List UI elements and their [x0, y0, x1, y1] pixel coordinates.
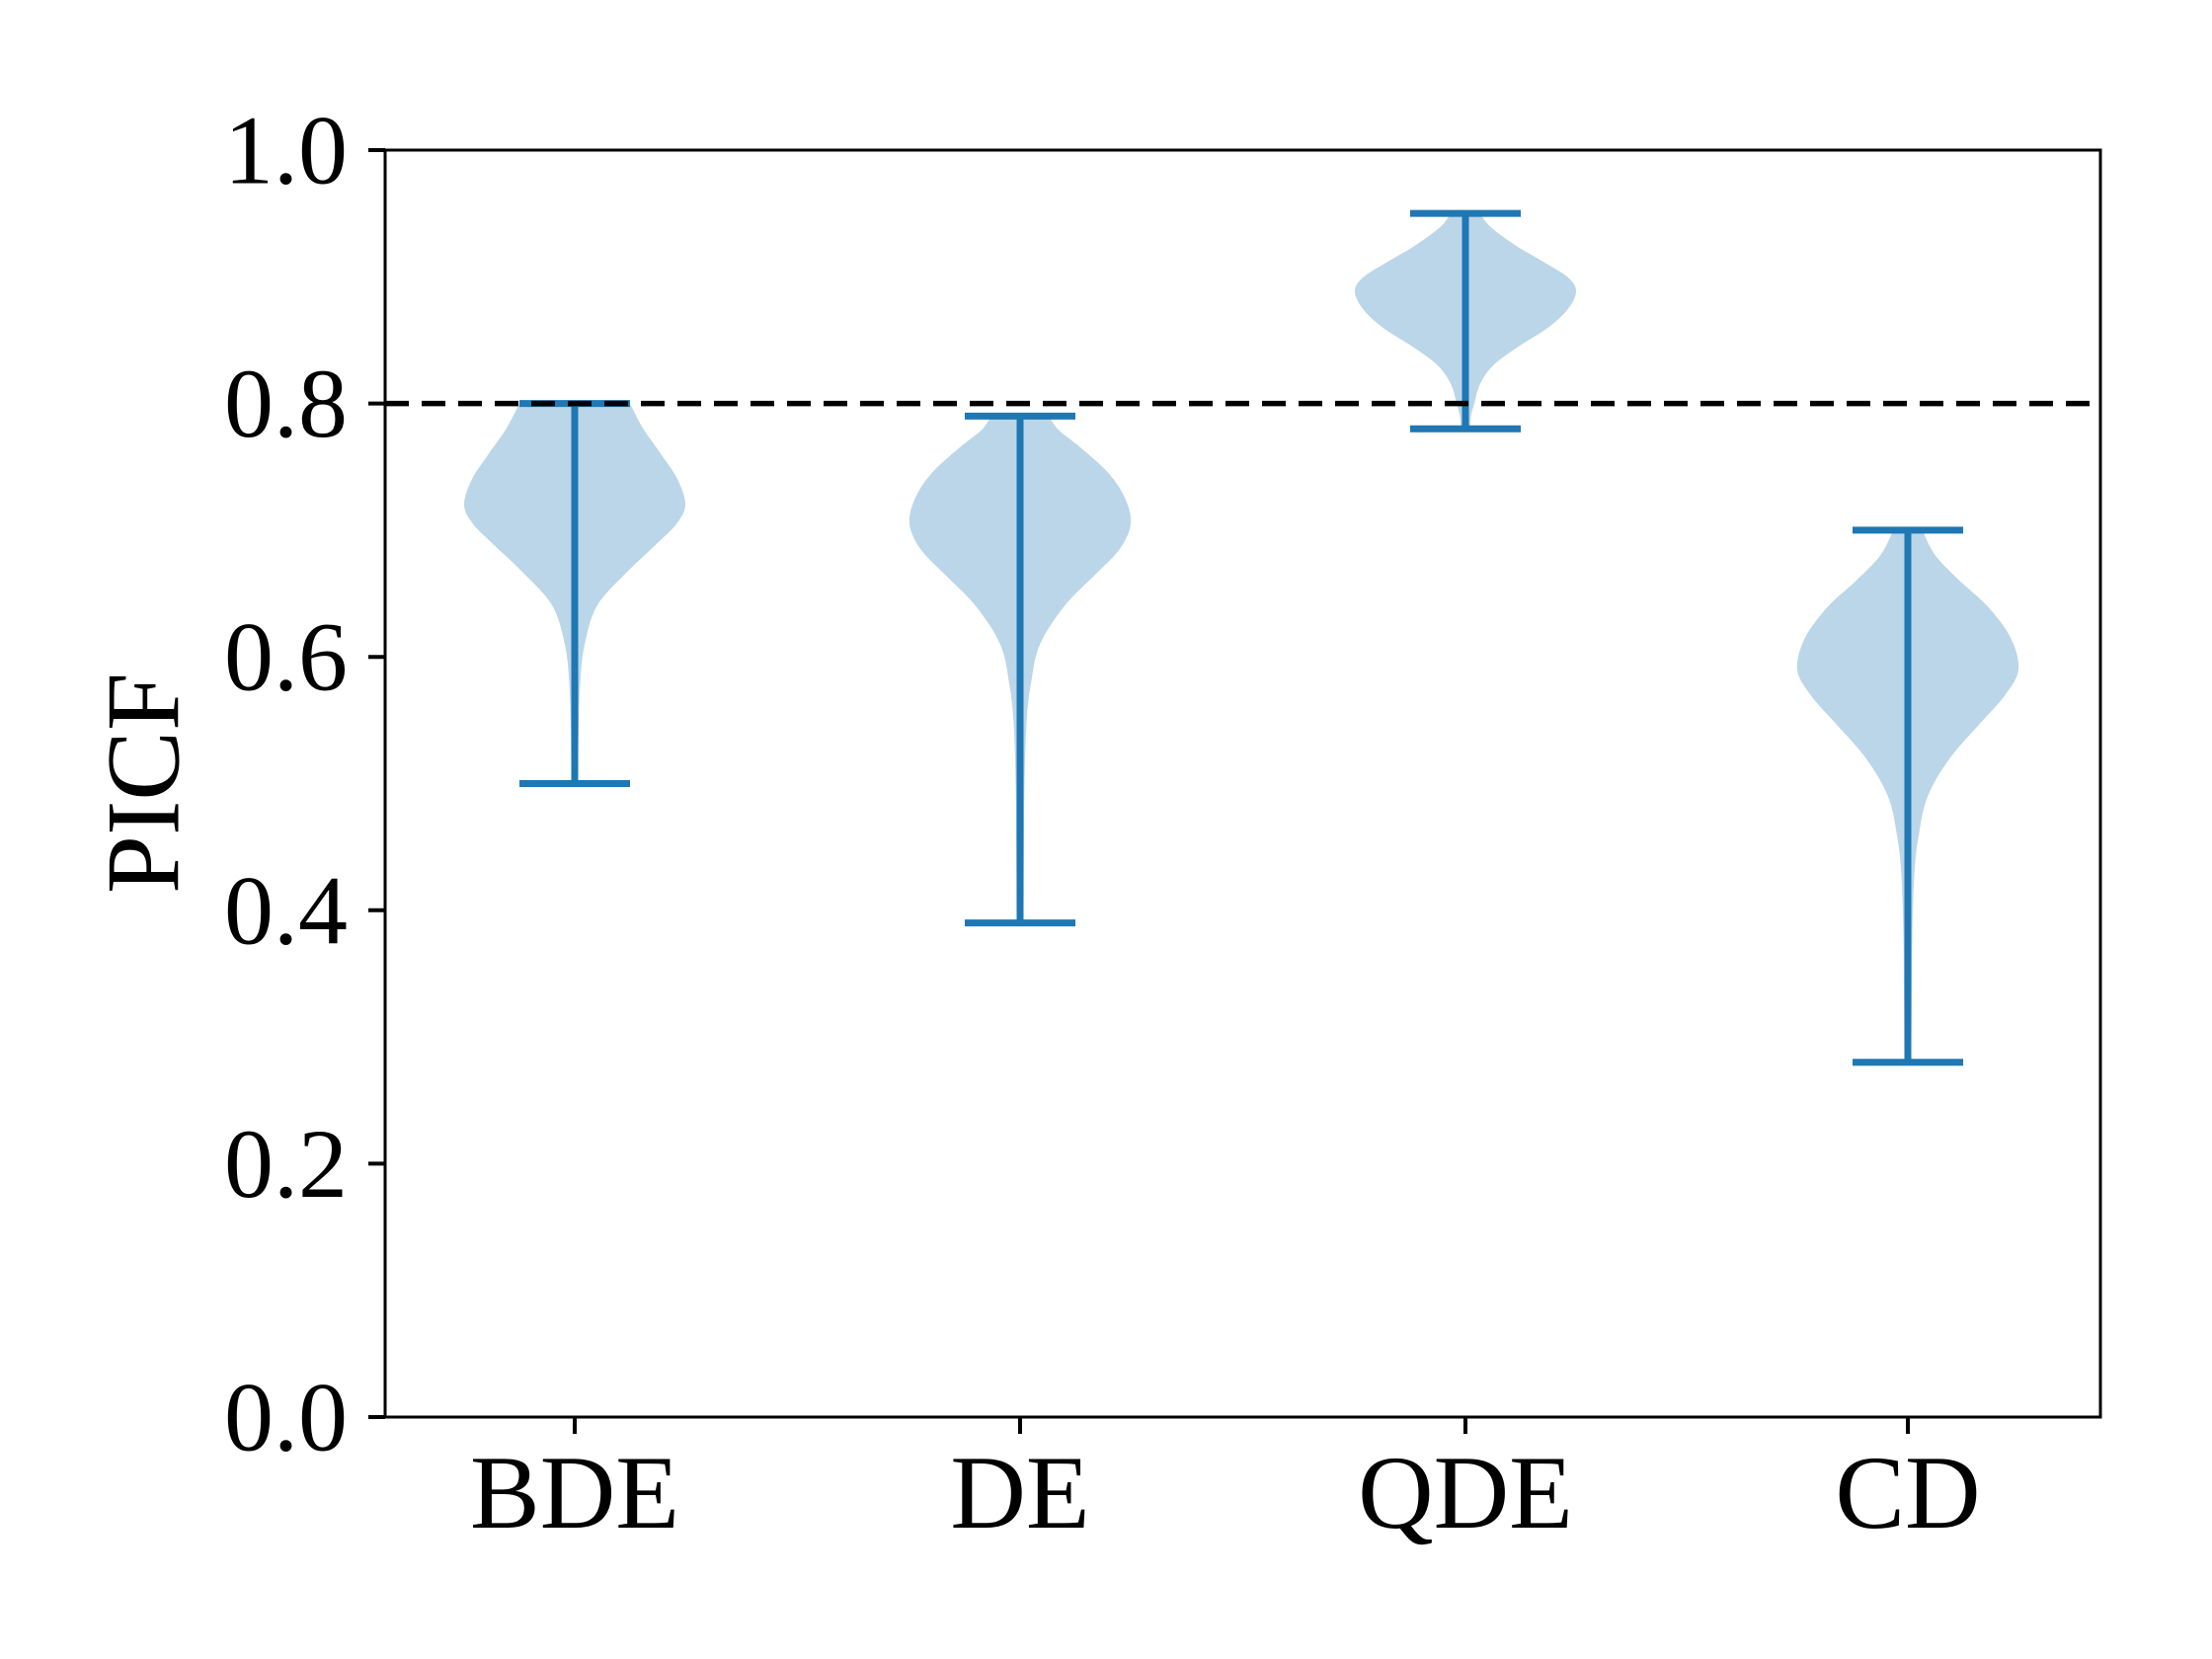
y-tick-label: 0.2: [224, 1109, 348, 1219]
x-tick-label-QDE: QDE: [1358, 1435, 1573, 1550]
y-tick-label: 0.4: [224, 855, 348, 965]
x-tick-label-CD: CD: [1835, 1435, 1980, 1550]
axes-layer: 0.0 0.2 0.4 0.6 0.8 1.0 BDE DE QDE CD: [224, 96, 2102, 1550]
violin-CD: [1796, 526, 2019, 1066]
violin-DE: [908, 412, 1132, 927]
y-axis-label: PICF: [86, 672, 201, 894]
x-tick-label-BDE: BDE: [470, 1435, 679, 1550]
axes-spines: [383, 148, 2102, 1419]
violins-layer: [463, 209, 2019, 1066]
y-tick-label: 0.0: [224, 1363, 348, 1472]
violin-BDE: [463, 400, 686, 787]
violin-QDE: [1354, 209, 1577, 433]
y-tick-label: 1.0: [224, 96, 348, 205]
y-tick-label: 0.6: [224, 602, 348, 712]
y-tick-label: 0.8: [224, 349, 348, 458]
x-tick-label-DE: DE: [950, 1435, 1089, 1550]
